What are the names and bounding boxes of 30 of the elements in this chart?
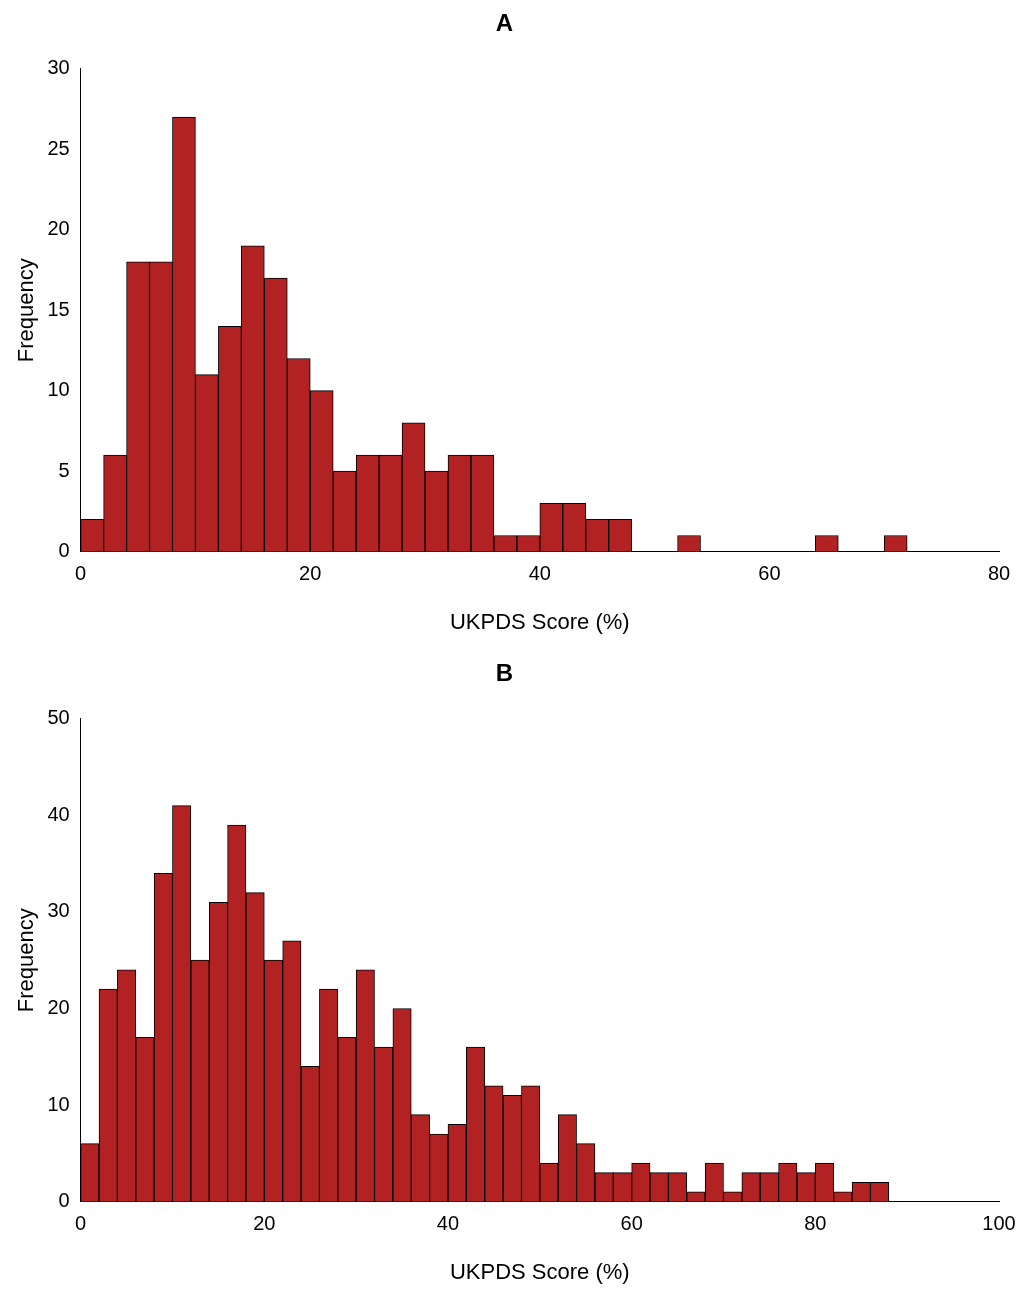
x-tick-label: 40 — [436, 1212, 460, 1235]
x-axis-title: UKPDS Score (%) — [449, 1258, 630, 1284]
x-tick-label: 60 — [758, 562, 781, 585]
x-tick-label: 20 — [253, 1212, 276, 1235]
y-tick-label: 0 — [58, 539, 70, 562]
x-tick-label: 0 — [75, 562, 87, 585]
y-tick-label: 40 — [47, 802, 70, 825]
y-tick-label: 20 — [47, 996, 70, 1018]
y-tick-label: 25 — [47, 136, 70, 159]
y-tick-label: 0 — [58, 1189, 70, 1212]
y-tick-label: 30 — [47, 56, 70, 79]
y-axis-title: Frequency — [13, 258, 39, 363]
y-tick-label: 10 — [47, 1092, 70, 1115]
chart-title: B — [495, 659, 514, 687]
y-tick-label: 20 — [47, 217, 70, 240]
y-axis-title: Frequency — [13, 908, 39, 1013]
y-tick-label: 30 — [47, 899, 70, 922]
x-tick-label: 60 — [620, 1212, 643, 1235]
x-axis-title: UKPDS Score (%) — [449, 608, 630, 634]
x-tick-label: 80 — [804, 1212, 827, 1235]
y-tick-label: 50 — [47, 706, 70, 729]
x-tick-label: 20 — [299, 562, 322, 585]
y-tick-label: 5 — [58, 458, 70, 481]
chart-title: A — [495, 9, 514, 37]
y-tick-label: 15 — [47, 297, 70, 320]
x-tick-label: 100 — [982, 1212, 1016, 1235]
y-tick-label: 10 — [47, 378, 70, 401]
x-tick-label: 40 — [528, 562, 551, 585]
x-tick-label: 0 — [75, 1212, 87, 1235]
x-tick-label: 80 — [987, 562, 1011, 585]
